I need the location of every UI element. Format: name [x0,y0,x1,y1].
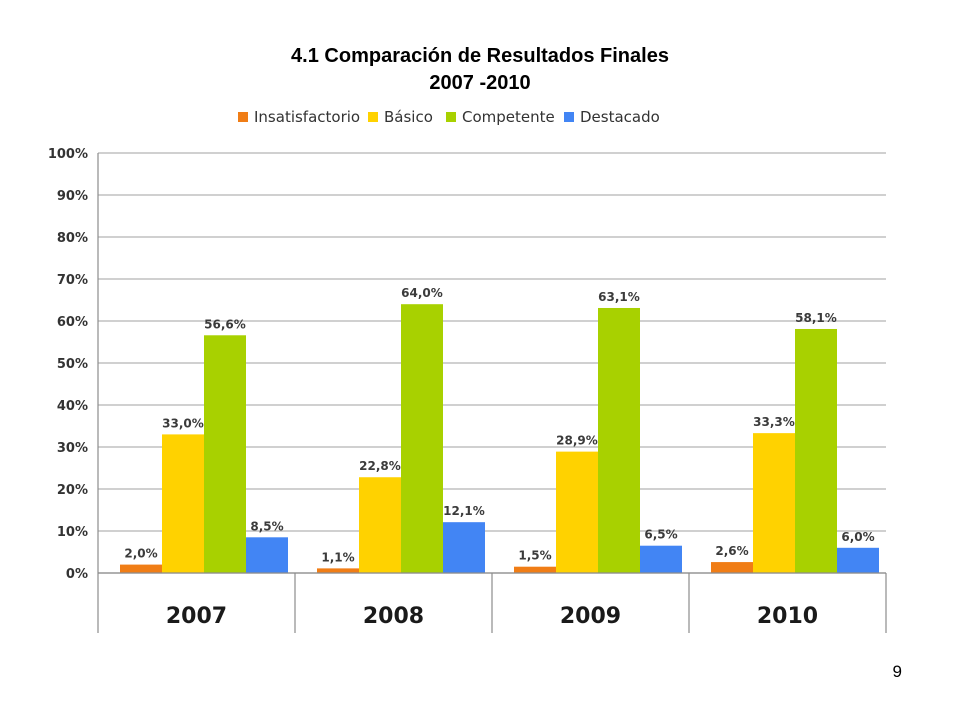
data-label: 2,6% [715,544,748,558]
bar-b-sico-2007 [162,434,204,573]
x-tick-label: 2010 [757,604,818,629]
data-label: 58,1% [795,311,837,325]
legend-swatch [368,112,378,122]
data-label: 8,5% [250,519,283,533]
y-tick-label: 0% [66,567,88,582]
chart-title-line-2: 2007 -2010 [429,72,531,94]
legend-swatch [238,112,248,122]
legend-swatch [564,112,574,122]
data-label: 63,1% [598,290,640,304]
y-tick-label: 90% [57,189,88,204]
bar-b-sico-2008 [359,477,401,573]
y-tick-label: 20% [57,483,88,498]
y-axis: 0% 10% 20% 30% 40% 50% 60% 70% 80% 90% 100% [48,147,99,582]
chart-bars [120,304,879,573]
x-tick-label: 2009 [560,604,621,629]
bar-b-sico-2009 [556,451,598,573]
data-label: 33,0% [162,416,204,430]
y-tick-label: 70% [57,273,88,288]
bar-destacado-2009 [640,545,682,573]
bar-competente-2010 [795,328,837,573]
legend-label: Destacado [580,108,660,126]
legend-label: Básico [384,108,433,126]
bar-insatisfactorio-2010 [711,562,753,573]
y-tick-label: 60% [57,315,88,330]
y-tick-label: 40% [57,399,88,414]
bar-insatisfactorio-2009 [514,566,556,573]
bar-competente-2008 [401,304,443,573]
bar-b-sico-2010 [753,433,795,573]
x-tick-label: 2008 [363,604,424,629]
data-label: 33,3% [753,415,795,429]
y-tick-label: 30% [57,441,88,456]
legend-label: Competente [462,108,555,126]
chart-legend: Insatisfactorio Básico Competente Destacado [238,108,660,126]
data-labels: 2,0% 1,1% 1,5% 2,6% 33,0% 22,8% 28,9% 33,3% 56,6… [124,286,874,564]
bar-competente-2007 [204,335,246,573]
y-tick-label: 80% [57,231,88,246]
y-tick-label: 10% [57,525,88,540]
data-label: 22,8% [359,459,401,473]
bar-competente-2009 [598,307,640,573]
bar-destacado-2008 [443,522,485,573]
data-label: 1,5% [518,549,551,563]
data-label: 2,0% [124,547,157,561]
bar-insatisfactorio-2008 [317,568,359,573]
data-label: 28,9% [556,434,598,448]
data-label: 56,6% [204,317,246,331]
chart-title-line-1: 4.1 Comparación de Resultados Finales [291,45,669,67]
page-number: 9 [892,662,902,681]
data-label: 12,1% [443,504,485,518]
bar-destacado-2010 [837,547,879,573]
data-label: 64,0% [401,286,443,300]
legend-swatch [446,112,456,122]
x-axis: 2007 2008 2009 2010 [97,572,887,633]
y-tick-label: 50% [57,357,88,372]
legend-label: Insatisfactorio [254,108,360,126]
data-label: 1,1% [321,550,354,564]
data-label: 6,5% [644,528,677,542]
y-tick-label: 100% [48,147,88,162]
bar-insatisfactorio-2007 [120,564,162,573]
bar-destacado-2007 [246,537,288,573]
x-tick-label: 2007 [166,604,227,629]
data-label: 6,0% [841,530,874,544]
